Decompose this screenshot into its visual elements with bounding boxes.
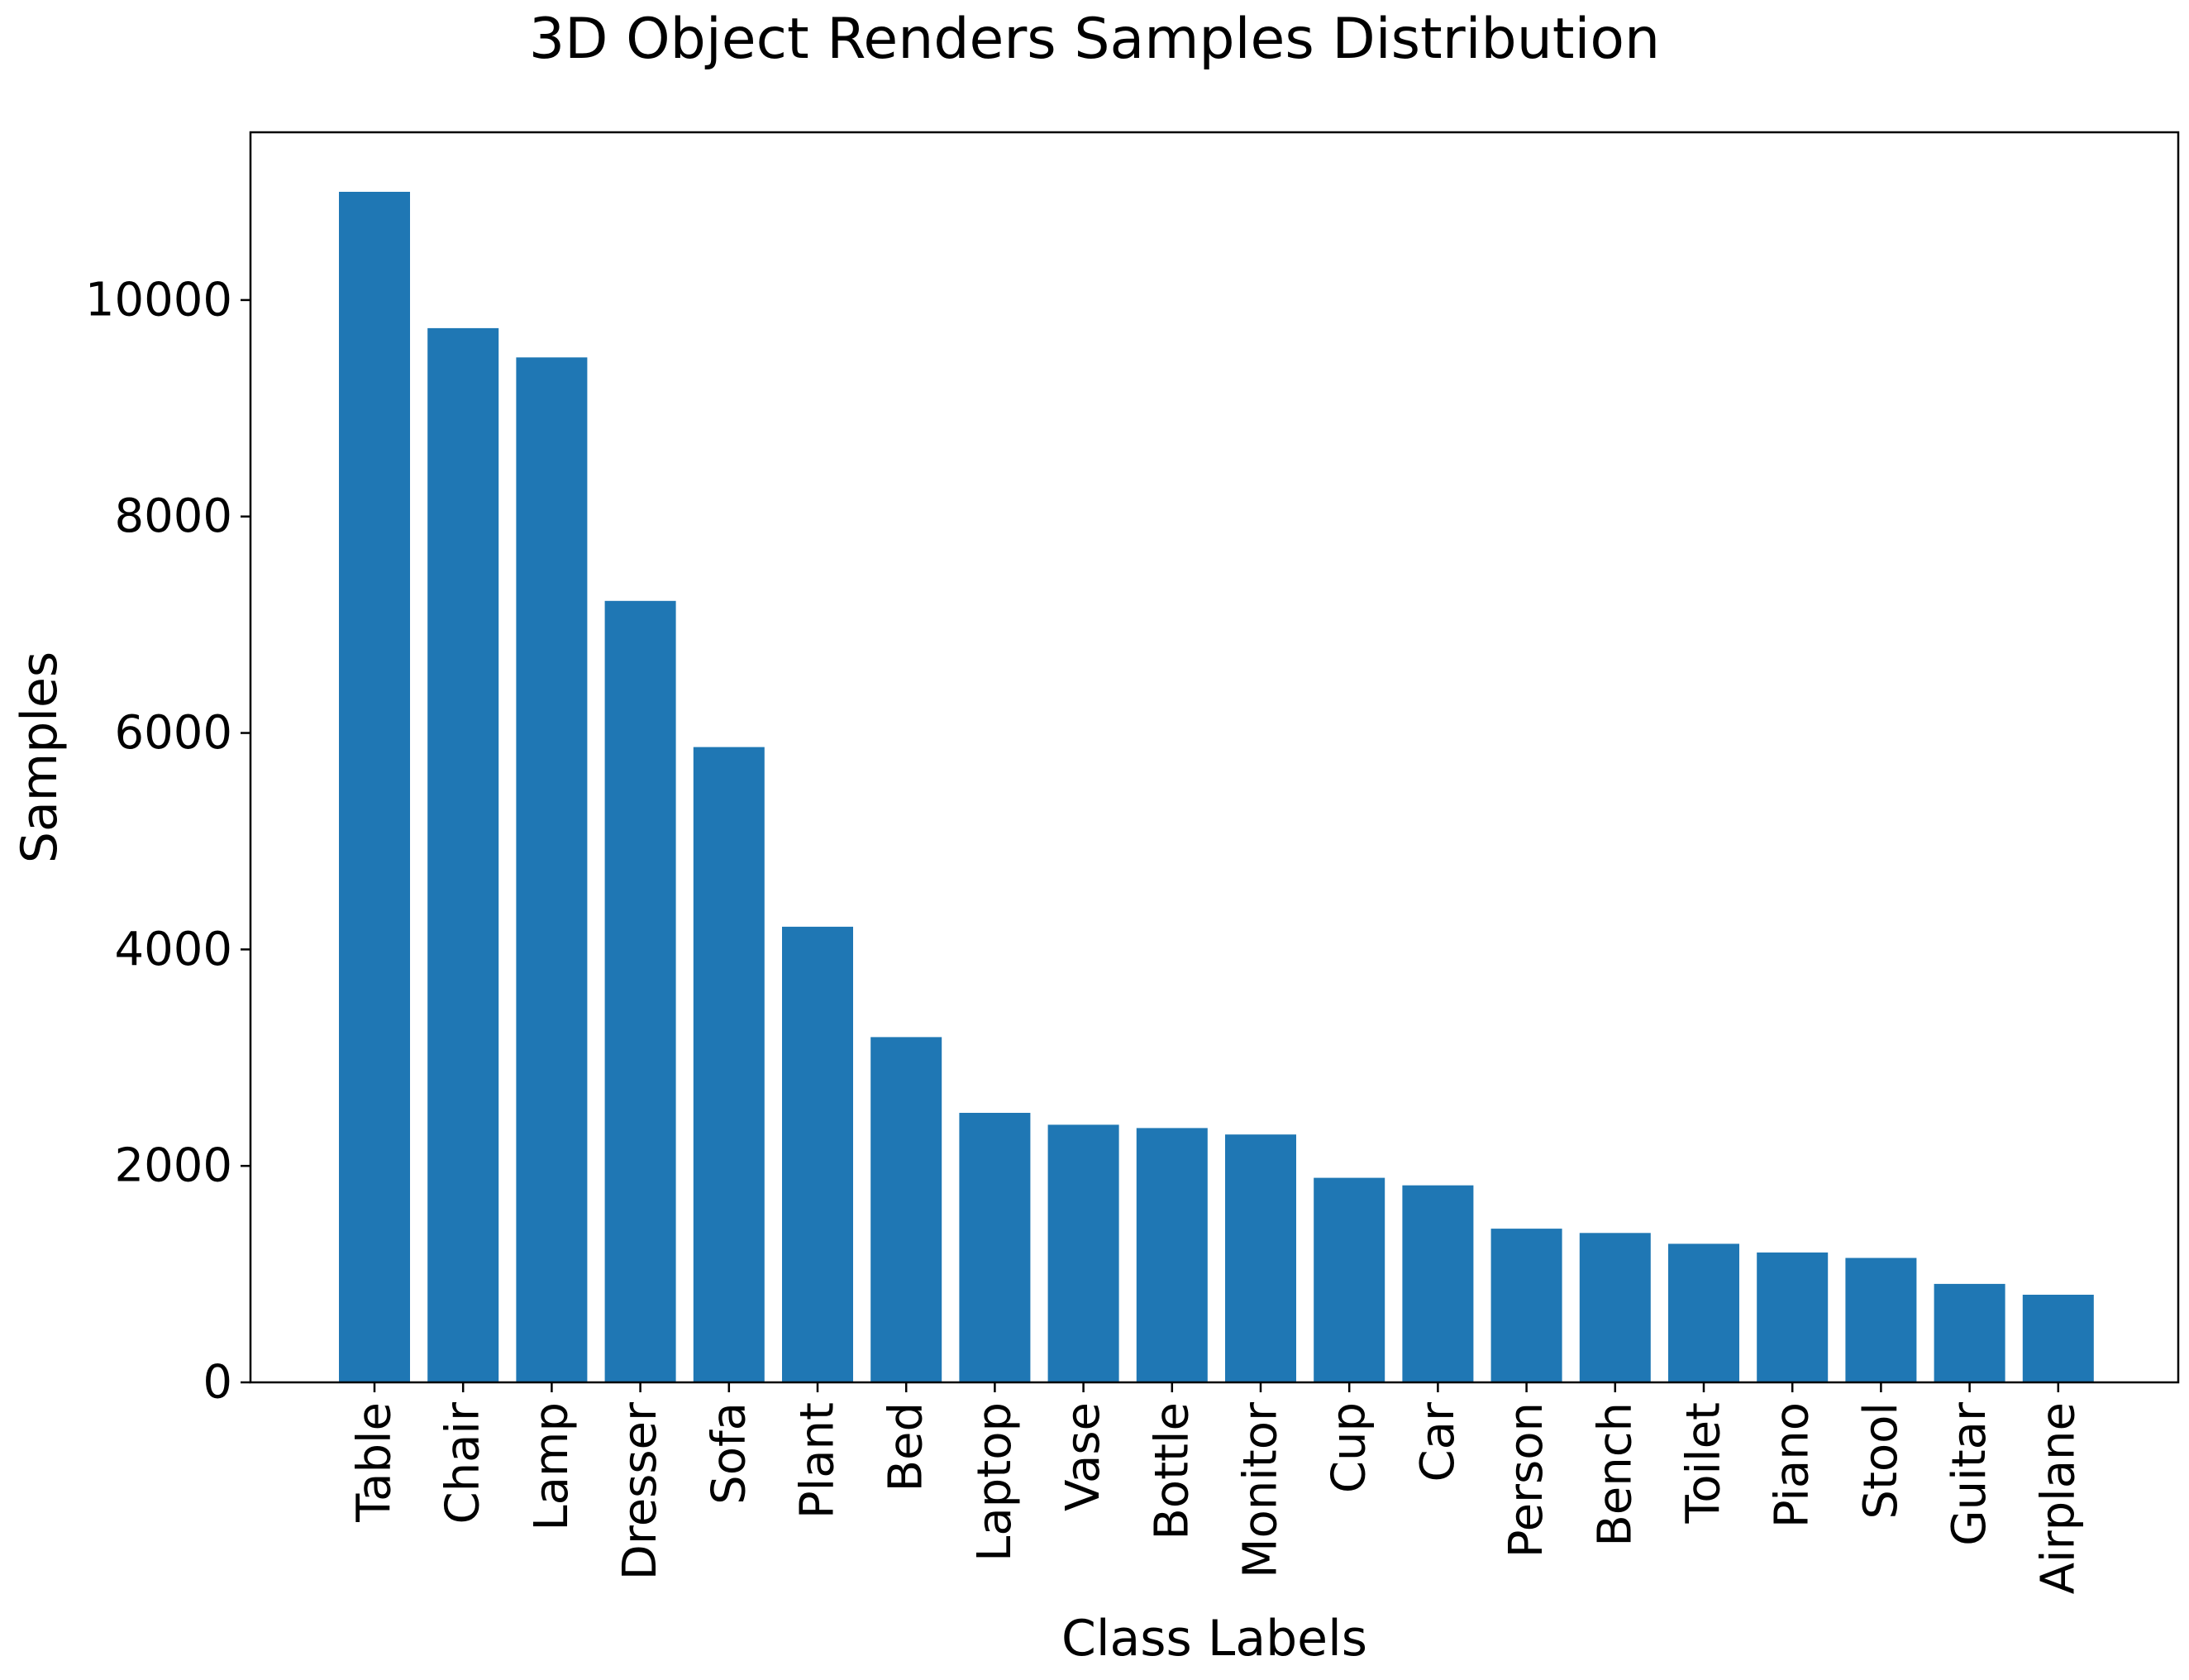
bar-bed bbox=[870, 1037, 942, 1382]
x-tick-label: Toilet bbox=[1677, 1402, 1731, 1524]
bars-group bbox=[339, 192, 2094, 1382]
y-tick-label: 10000 bbox=[85, 273, 232, 327]
plot-area-frame bbox=[249, 131, 2180, 1384]
bar-vase bbox=[1047, 1124, 1119, 1382]
x-tick-label: Dresser bbox=[613, 1401, 667, 1580]
x-tick-label: Piano bbox=[1766, 1402, 1819, 1528]
x-tick-label: Lamp bbox=[525, 1402, 579, 1531]
x-tick-label: Chair bbox=[436, 1401, 490, 1524]
x-tick-label: Cup bbox=[1323, 1402, 1376, 1493]
x-tick-label: Person bbox=[1500, 1402, 1553, 1558]
y-axis-label: Samples bbox=[11, 651, 69, 863]
chart-title: 3D Object Renders Samples Distribution bbox=[529, 7, 1660, 72]
bar-chair bbox=[427, 327, 499, 1382]
y-tick-label: 4000 bbox=[114, 923, 232, 976]
bar-bench bbox=[1579, 1233, 1651, 1382]
x-tick-label: Plant bbox=[791, 1402, 845, 1519]
bar-bottle bbox=[1136, 1128, 1208, 1382]
x-tick-label: Airplane bbox=[2031, 1402, 2085, 1594]
x-tick-label: Bottle bbox=[1145, 1402, 1199, 1540]
bar-cup bbox=[1314, 1177, 1385, 1382]
x-tick-label: Table bbox=[348, 1402, 402, 1523]
bar-stool bbox=[1845, 1258, 1917, 1382]
x-tick-label: Vase bbox=[1056, 1402, 1110, 1511]
bar-guitar bbox=[1934, 1283, 2005, 1382]
y-axis-ticks: 0 2000 4000 6000 8000 10000 bbox=[85, 273, 250, 1410]
x-axis-ticks: Table Chair Lamp Dresser Sofa Plant Bed Laptop V… bbox=[348, 1382, 2085, 1594]
x-tick-label: Car bbox=[1411, 1401, 1465, 1482]
x-tick-label: Laptop bbox=[968, 1402, 1022, 1562]
y-tick-label: 2000 bbox=[114, 1139, 232, 1193]
x-tick-label: Guitar bbox=[1943, 1401, 1996, 1546]
bar-dresser bbox=[604, 600, 676, 1382]
bar-table bbox=[339, 192, 410, 1382]
y-tick-label: 6000 bbox=[114, 706, 232, 760]
bar-car bbox=[1402, 1185, 1474, 1382]
x-tick-label: Monitor bbox=[1234, 1401, 1288, 1578]
y-tick-label: 0 bbox=[203, 1356, 232, 1410]
bar-plant bbox=[782, 926, 853, 1382]
bar-person bbox=[1490, 1229, 1562, 1382]
bar-airplane bbox=[2022, 1295, 2094, 1382]
x-tick-label: Bench bbox=[1588, 1402, 1642, 1547]
y-tick-label: 8000 bbox=[114, 489, 232, 543]
bar-laptop bbox=[959, 1113, 1031, 1382]
bar-sofa bbox=[693, 747, 765, 1382]
bar-piano bbox=[1757, 1252, 1829, 1382]
bar-toilet bbox=[1668, 1243, 1739, 1382]
bar-lamp bbox=[516, 357, 588, 1382]
x-tick-label: Stool bbox=[1854, 1402, 1908, 1520]
x-tick-label: Bed bbox=[880, 1402, 933, 1491]
x-axis-label: Class Labels bbox=[1061, 1610, 1367, 1668]
x-tick-label: Sofa bbox=[702, 1402, 756, 1505]
bar-monitor bbox=[1225, 1134, 1296, 1382]
